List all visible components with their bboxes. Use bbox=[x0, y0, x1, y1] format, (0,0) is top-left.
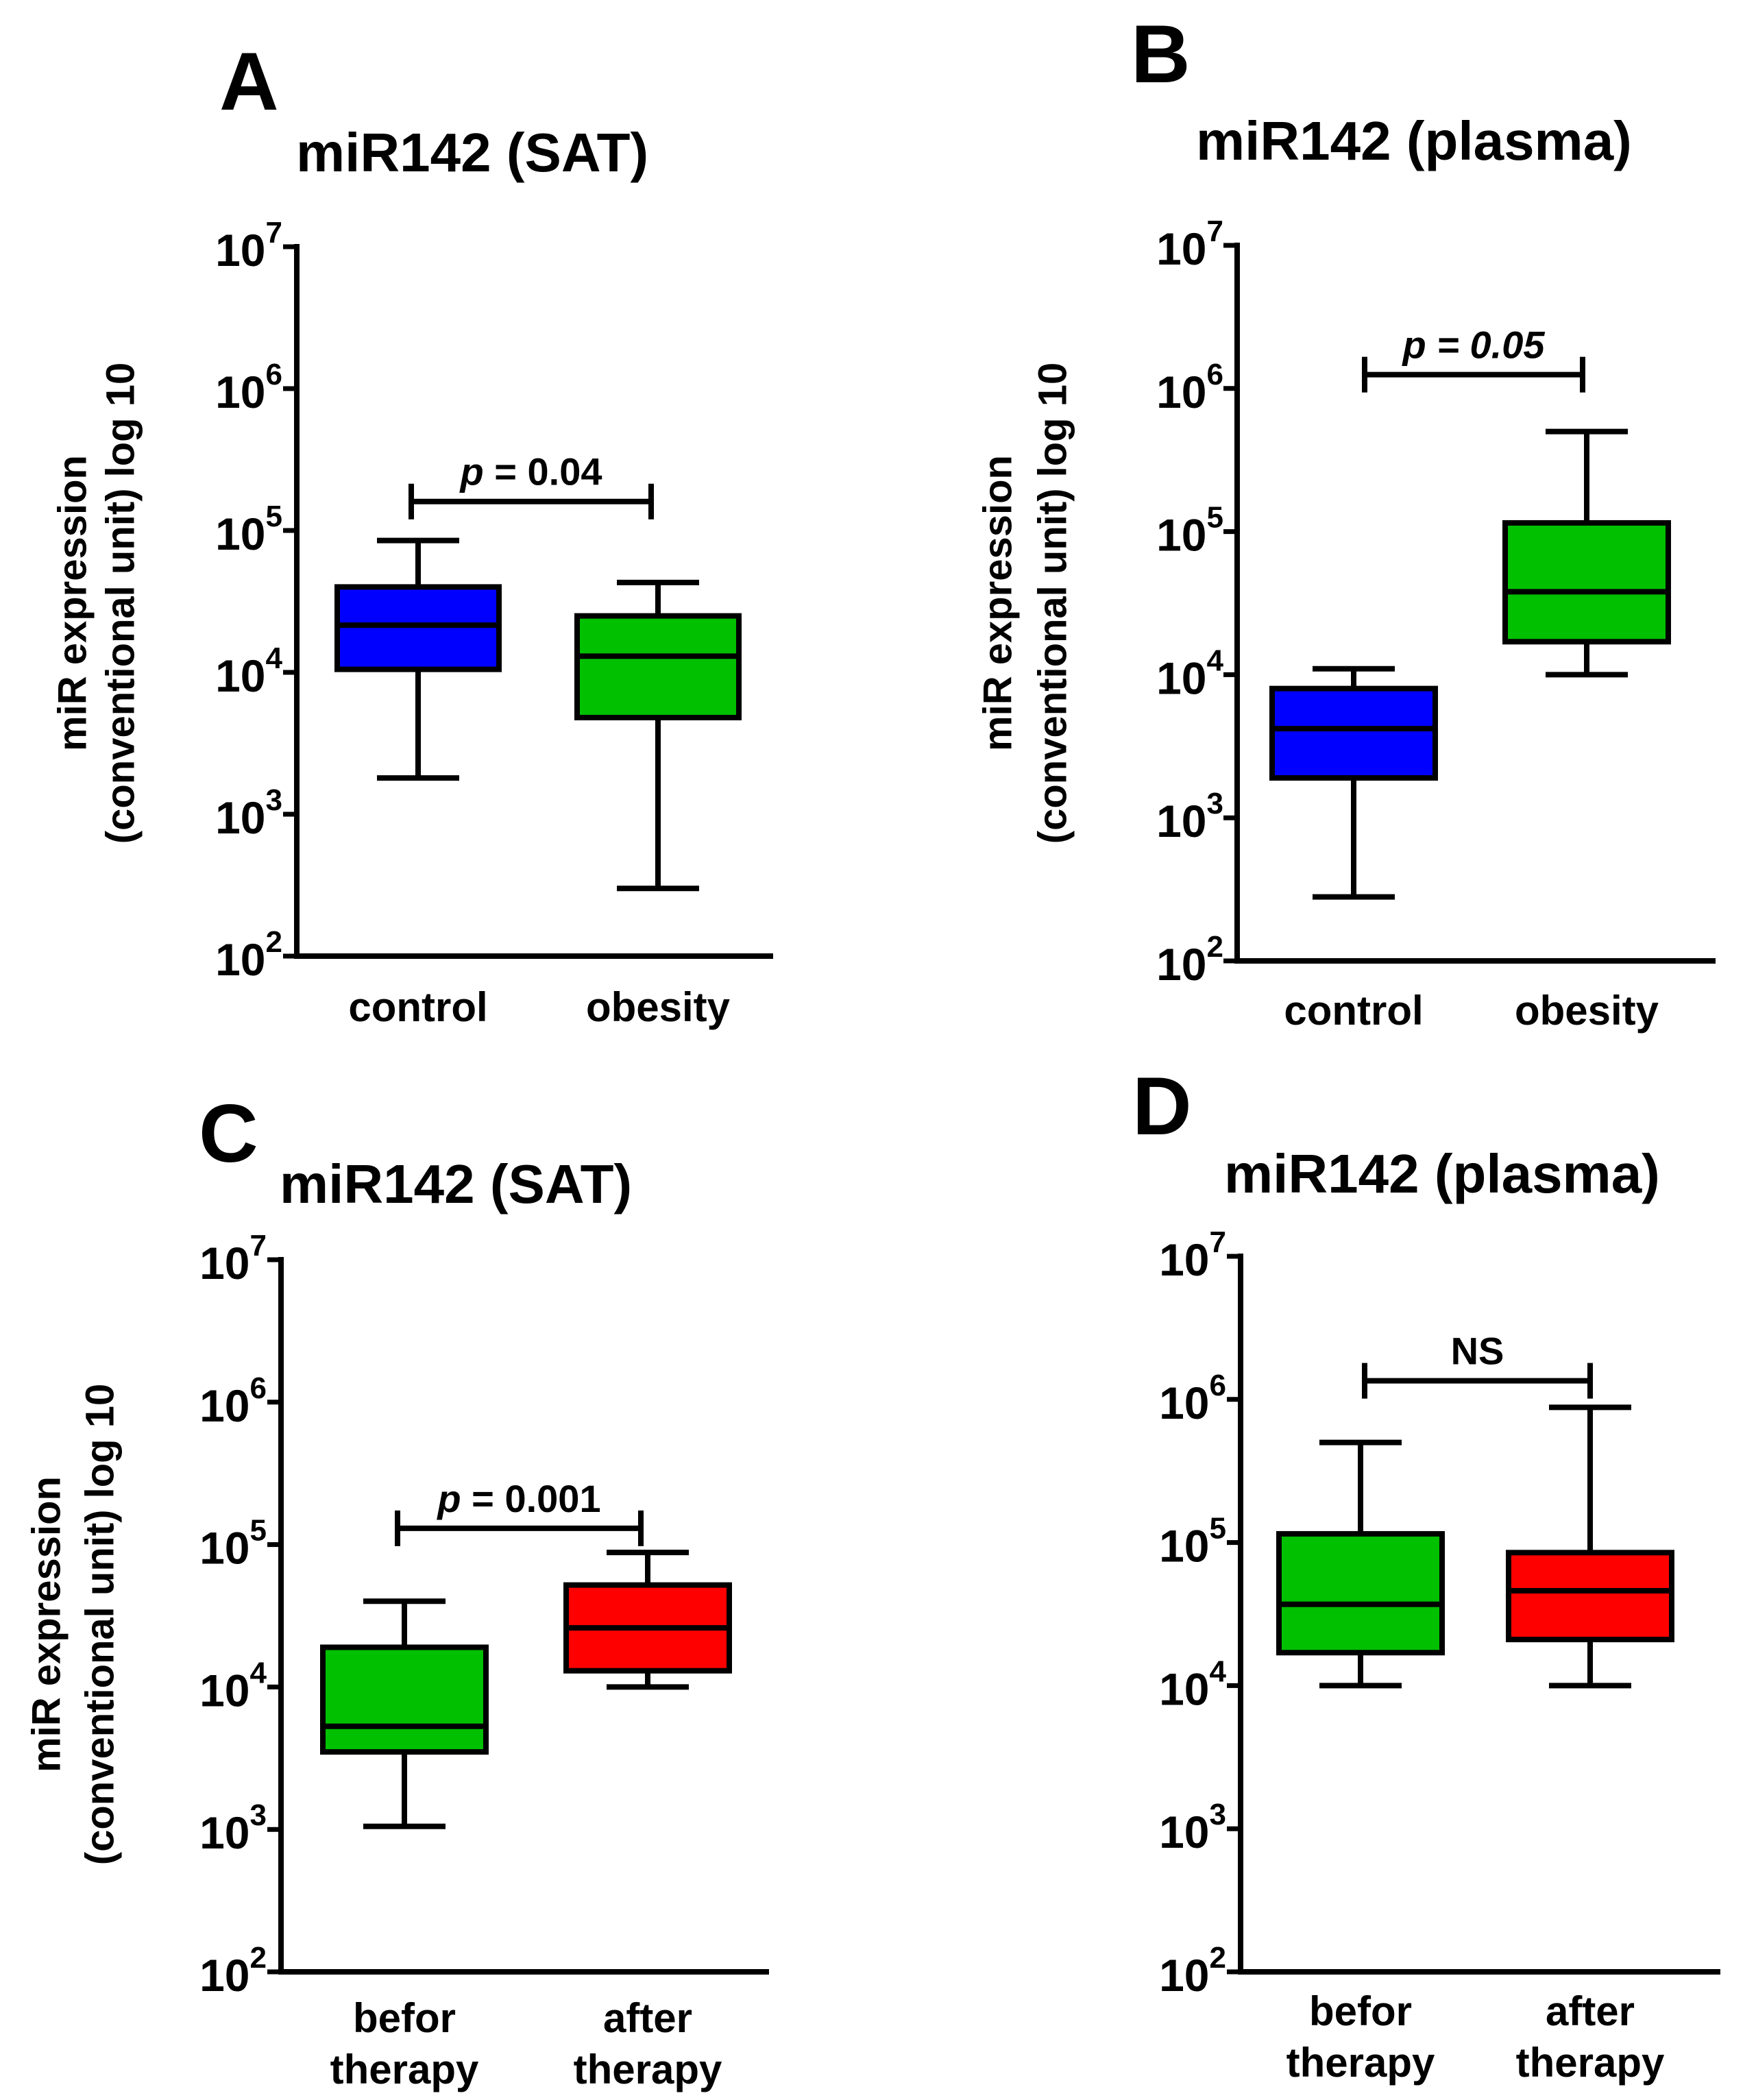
y-axis-label: miR expression bbox=[24, 1476, 69, 1772]
box-iqr bbox=[334, 584, 502, 672]
y-tick-label: 105 bbox=[1159, 1512, 1226, 1572]
x-tick-label: befor bbox=[353, 1995, 456, 2041]
box-1 bbox=[1269, 666, 1438, 900]
y-tick-label: 104 bbox=[199, 1656, 267, 1716]
box-2 bbox=[563, 1550, 732, 1690]
chart-title: miR142 (plasma) bbox=[1224, 1143, 1660, 1204]
y-axis-label: (conventional unit) log 10 bbox=[98, 363, 143, 844]
y-tick-label: 103 bbox=[215, 783, 282, 843]
box-iqr bbox=[1276, 1530, 1445, 1656]
chart-title: miR142 (SAT) bbox=[296, 122, 648, 183]
y-tick-label: 102 bbox=[1159, 1941, 1226, 2001]
significance-label: p = 0.04 bbox=[459, 450, 602, 493]
y-tick-label: 107 bbox=[215, 216, 282, 276]
y-tick-label: 107 bbox=[1159, 1225, 1226, 1285]
panel-letter: A bbox=[219, 36, 279, 127]
y-tick-label: 106 bbox=[1159, 1369, 1226, 1428]
y-tick-label: 106 bbox=[199, 1371, 267, 1431]
y-axis-label: miR expression bbox=[50, 455, 95, 751]
x-tick-label: therapy bbox=[1286, 2040, 1435, 2086]
x-tick-label: therapy bbox=[1516, 2040, 1665, 2086]
box-2 bbox=[1506, 1404, 1674, 1689]
box-1 bbox=[1276, 1439, 1445, 1689]
significance-label: NS bbox=[1451, 1330, 1504, 1373]
significance-label: p = 0.05 bbox=[1401, 323, 1545, 367]
y-tick-label: 107 bbox=[1156, 215, 1223, 274]
x-tick-label: after bbox=[603, 1995, 692, 2041]
box-1 bbox=[334, 537, 502, 781]
x-tick-label: control bbox=[348, 984, 487, 1030]
chart-title: miR142 (SAT) bbox=[280, 1153, 632, 1214]
y-axis-label: (conventional unit) log 10 bbox=[1030, 363, 1075, 844]
y-tick-label: 106 bbox=[1156, 358, 1223, 417]
x-tick-label: therapy bbox=[330, 2047, 479, 2092]
chart-title: miR142 (plasma) bbox=[1196, 110, 1632, 171]
x-tick-label: befor bbox=[1309, 1988, 1412, 2034]
box-iqr bbox=[1506, 1550, 1674, 1643]
y-tick-label: 104 bbox=[1156, 644, 1223, 703]
x-tick-label: obesity bbox=[586, 984, 731, 1030]
y-tick-label: 104 bbox=[215, 642, 282, 701]
y-tick-label: 106 bbox=[215, 358, 282, 417]
y-tick-label: 102 bbox=[215, 925, 282, 985]
y-tick-label: 104 bbox=[1159, 1655, 1226, 1714]
panel-letter: C bbox=[199, 1088, 258, 1180]
x-tick-label: control bbox=[1284, 988, 1423, 1034]
box-iqr bbox=[1502, 520, 1671, 645]
x-tick-label: after bbox=[1546, 1988, 1635, 2034]
box-iqr bbox=[1269, 685, 1438, 781]
y-axis-label: (conventional unit) log 10 bbox=[77, 1384, 122, 1865]
x-tick-label: therapy bbox=[574, 2047, 722, 2092]
y-tick-label: 102 bbox=[1156, 930, 1223, 990]
y-tick-label: 105 bbox=[199, 1514, 267, 1574]
y-tick-label: 105 bbox=[215, 500, 282, 559]
y-axis-label: miR expression bbox=[975, 455, 1020, 751]
y-tick-label: 103 bbox=[1159, 1798, 1226, 1857]
y-tick-label: 103 bbox=[1156, 787, 1223, 846]
panel-letter: D bbox=[1132, 1060, 1192, 1152]
x-tick-label: obesity bbox=[1515, 988, 1659, 1034]
box-2 bbox=[574, 579, 742, 892]
y-tick-label: 107 bbox=[199, 1229, 267, 1289]
box-iqr bbox=[320, 1644, 489, 1755]
y-tick-label: 102 bbox=[199, 1941, 267, 2001]
y-tick-label: 105 bbox=[1156, 501, 1223, 561]
y-tick-label: 103 bbox=[199, 1798, 267, 1858]
box-2 bbox=[1502, 428, 1671, 678]
panel-letter: B bbox=[1131, 8, 1191, 100]
box-iqr bbox=[574, 613, 742, 720]
significance-label: p = 0.001 bbox=[436, 1477, 600, 1520]
box-1 bbox=[320, 1598, 489, 1829]
